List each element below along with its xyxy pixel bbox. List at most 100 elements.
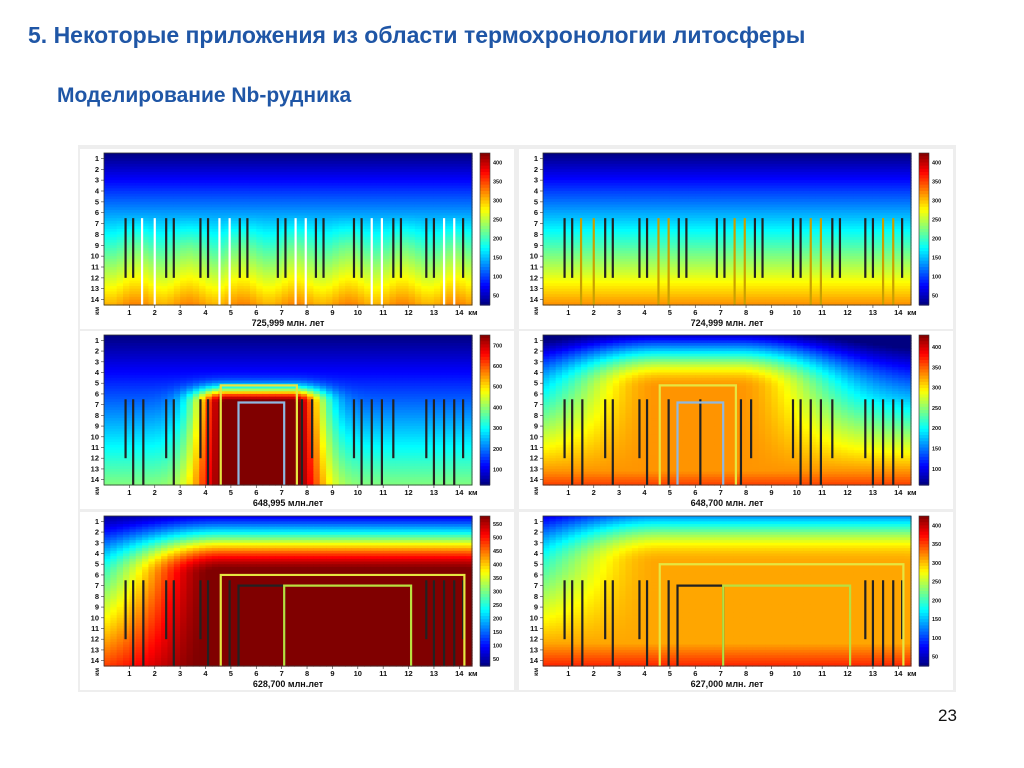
heatmap-cell <box>676 207 684 211</box>
heatmap-cell <box>326 199 334 203</box>
heatmap-cell <box>161 172 169 176</box>
heatmap-cell <box>123 158 130 162</box>
heatmap-cell <box>771 177 779 181</box>
heatmap-cell <box>695 204 703 208</box>
heatmap-cell <box>688 207 696 211</box>
heatmap-cell <box>866 163 874 168</box>
heatmap-cell <box>104 250 111 255</box>
heatmap-cell <box>294 220 302 225</box>
heatmap-cell <box>262 248 270 252</box>
heatmap-cell <box>275 161 283 165</box>
heatmap-cell <box>199 248 207 252</box>
heatmap-cell <box>249 161 257 165</box>
heatmap-cell <box>357 193 365 198</box>
heatmap-cell <box>568 215 576 219</box>
heatmap-cell <box>663 185 671 189</box>
heatmap-cell <box>148 199 156 203</box>
heatmap-cell <box>739 191 747 195</box>
heatmap-cell <box>167 153 175 157</box>
heatmap-cell <box>167 237 175 241</box>
heatmap-cell <box>173 277 181 282</box>
heatmap-cell <box>211 272 219 276</box>
heatmap-cell <box>211 218 219 222</box>
heatmap-cell <box>104 261 111 265</box>
heatmap-cell <box>433 253 441 257</box>
heatmap-cell <box>606 169 614 173</box>
heatmap-cell <box>135 218 143 222</box>
heatmap-cell <box>433 199 441 203</box>
heatmap-cell <box>294 182 302 187</box>
heatmap-cell <box>739 210 747 214</box>
heatmap-cell <box>446 163 454 168</box>
heatmap-cell <box>841 191 849 195</box>
heatmap-cell <box>587 182 595 187</box>
heatmap-cell <box>733 174 741 179</box>
heatmap-cell <box>765 177 773 181</box>
heatmap-cell <box>465 286 473 290</box>
heatmap-cell <box>408 245 416 249</box>
heatmap-cell <box>446 283 454 287</box>
colorbar-segment <box>480 298 490 303</box>
heatmap-cell <box>688 161 696 165</box>
heatmap-cell <box>281 286 289 290</box>
heatmap-cell <box>218 185 226 189</box>
heatmap-cell <box>357 286 365 290</box>
heatmap-cell <box>898 161 906 165</box>
heatmap-cell <box>809 199 817 203</box>
heatmap-cell <box>834 163 842 168</box>
heatmap-cell <box>110 161 118 165</box>
heatmap-cell <box>268 180 276 184</box>
heatmap-cell <box>459 280 467 284</box>
heatmap-cell <box>676 215 684 219</box>
heatmap-cell <box>619 161 627 165</box>
heatmap-cell <box>459 302 467 306</box>
heatmap-cell <box>268 218 276 222</box>
heatmap-cell <box>351 169 359 173</box>
heatmap-cell <box>625 177 633 181</box>
heatmap-cell <box>237 196 245 200</box>
heatmap-cell <box>790 163 798 168</box>
heatmap-cell <box>180 226 188 230</box>
heatmap-cell <box>256 196 264 200</box>
heatmap-cell <box>370 166 378 170</box>
heatmap-cell <box>650 172 658 176</box>
heatmap-cell <box>452 234 460 238</box>
heatmap-cell <box>465 199 473 203</box>
heatmap-cell <box>173 212 181 217</box>
heatmap-cell <box>898 193 906 198</box>
heatmap-cell <box>230 166 238 170</box>
heatmap-cell <box>847 172 855 176</box>
heatmap-cell <box>338 199 346 203</box>
heatmap-cell <box>562 177 569 181</box>
heatmap-cell <box>452 261 460 265</box>
heatmap-cell <box>765 201 773 206</box>
heatmap-cell <box>186 163 194 168</box>
heatmap-cell <box>587 223 595 227</box>
heatmap-cell <box>452 158 460 162</box>
heatmap-cell <box>351 210 359 214</box>
heatmap-cell <box>701 155 709 160</box>
heatmap-cell <box>593 193 601 198</box>
heatmap-cell <box>904 215 912 219</box>
heatmap-cell <box>414 234 422 238</box>
heatmap-cell <box>650 212 658 217</box>
heatmap-cell <box>452 172 460 176</box>
heatmap-cell <box>345 277 353 282</box>
heatmap-cell <box>600 158 608 162</box>
heatmap-cell <box>275 215 283 219</box>
heatmap-cell <box>408 275 416 279</box>
heatmap-cell <box>650 191 658 195</box>
heatmap-cell <box>167 229 175 233</box>
heatmap-cell <box>625 180 633 184</box>
heatmap-cell <box>230 163 238 168</box>
heatmap-cell <box>777 199 785 203</box>
heatmap-cell <box>815 196 823 200</box>
heatmap-cell <box>638 193 646 198</box>
heatmap-cell <box>427 248 435 252</box>
heatmap-cell <box>790 153 798 157</box>
heatmap-cell <box>142 210 150 214</box>
heatmap-cell <box>452 239 460 244</box>
heatmap-cell <box>135 196 143 200</box>
heatmap-cell <box>364 261 372 265</box>
